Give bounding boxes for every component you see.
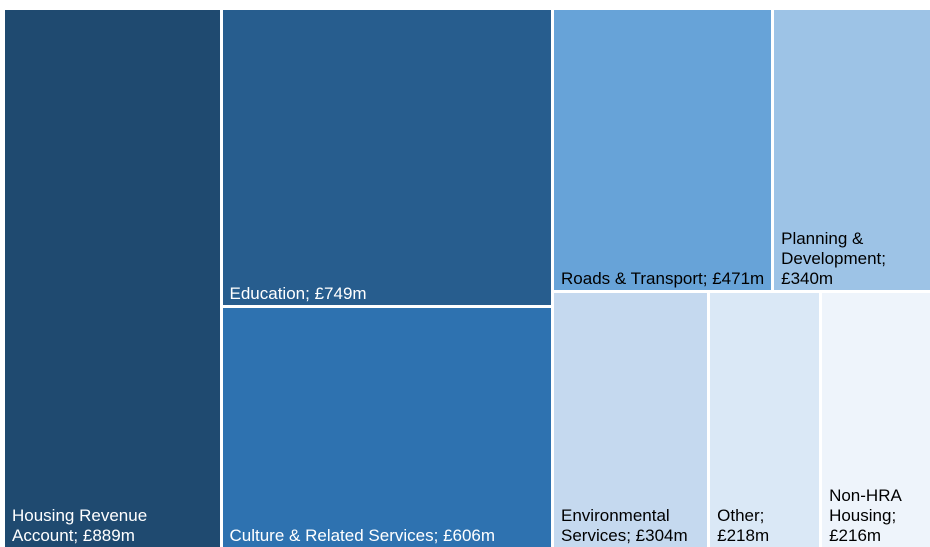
value-label: £304m [635,525,688,545]
tile-label: Non-HRA Housing; £216m [829,486,924,546]
tile: Other; £218m [710,292,820,547]
tile: Education; £749m [222,10,552,306]
tile: Environmental Services; £304m [554,292,708,547]
tile-label: Planning & Development; £340m [781,229,924,289]
tile: Roads & Transport; £471m [554,10,772,290]
tile: Culture & Related Services; £606m [222,308,552,547]
category-name: Roads & Transport; [561,268,708,288]
category-name: Culture & Related Services; [229,525,439,545]
tile: Non-HRA Housing; £216m [822,292,930,547]
tile: Planning & Development; £340m [774,10,930,290]
category-name: Other; [717,505,765,525]
category-name: Planning & Development; [781,228,886,268]
category-name: Environmental Services; [561,505,670,545]
tile-label: Culture & Related Services; £606m [230,526,546,546]
tile-label: Environmental Services; £304m [561,506,701,546]
category-name: Non-HRA Housing; [829,485,901,525]
value-label: £340m [781,268,834,288]
category-name: Education; [229,284,310,304]
tile-label: Other; £218m [717,506,813,546]
tile-label: Roads & Transport; £471m [561,269,765,289]
value-label: £216m [829,525,882,545]
tile: Housing Revenue Account; £889m [5,10,220,547]
value-label: £606m [443,525,496,545]
value-label: £471m [712,268,765,288]
category-name: Housing Revenue Account; [12,506,148,545]
value-label: £218m [717,525,770,545]
value-label: £889m [82,526,135,545]
tile-label: Education; £749m [230,284,546,304]
tile-label: Housing Revenue Account; £889m [12,506,214,546]
value-label: £749m [314,284,367,304]
